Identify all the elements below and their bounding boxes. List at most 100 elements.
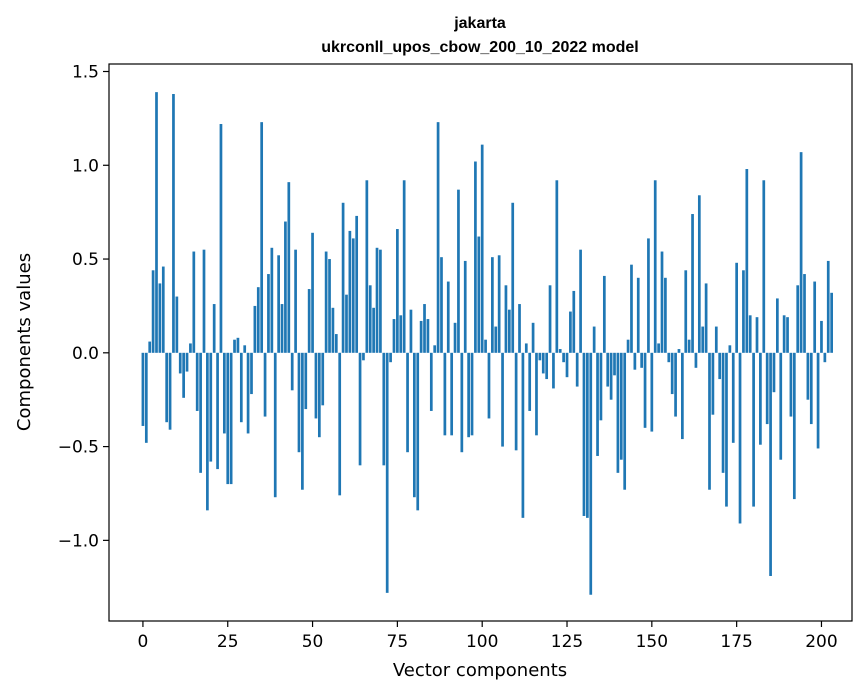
bar-26 — [229, 352, 233, 485]
x-axis-ticks: 0 25 50 75 100 125 150 175 200 — [138, 621, 838, 652]
bar-72 — [385, 352, 389, 593]
bar-79 — [409, 309, 413, 353]
bar-49 — [307, 289, 311, 353]
x-tick-label: 50 — [302, 632, 324, 652]
bar-69 — [375, 247, 379, 353]
bar-133 — [592, 326, 596, 353]
bar-93 — [457, 189, 460, 353]
bar-156 — [670, 352, 674, 395]
bar-73 — [389, 352, 392, 363]
bar-91 — [450, 352, 454, 436]
bar-4 — [155, 92, 158, 353]
bar-151 — [653, 180, 657, 353]
bar-139 — [613, 352, 616, 376]
bar-183 — [762, 180, 766, 353]
bar-61 — [348, 230, 352, 353]
bar-169 — [714, 326, 718, 353]
bar-24 — [222, 352, 226, 434]
bar-130 — [582, 352, 586, 516]
bar-114 — [528, 352, 532, 411]
bar-143 — [626, 339, 630, 353]
bar-60 — [345, 294, 348, 353]
bar-40 — [277, 255, 280, 353]
chart-subtitle: ukrconll_upos_cbow_200_10_2022 model — [321, 39, 638, 56]
bar-66 — [365, 180, 369, 353]
bar-115 — [531, 322, 535, 353]
bar-111 — [518, 304, 521, 353]
bar-39 — [273, 352, 277, 498]
bar-0 — [141, 352, 145, 426]
bar-154 — [664, 277, 667, 353]
bar-153 — [660, 251, 664, 353]
bar-45 — [294, 249, 297, 353]
bar-119 — [545, 352, 549, 380]
bar-5 — [158, 283, 162, 353]
bar-201 — [823, 352, 827, 363]
bar-59 — [341, 202, 345, 353]
bar-11 — [178, 352, 182, 374]
x-tick-label: 100 — [466, 632, 498, 652]
bar-7 — [165, 352, 169, 423]
bar-92 — [453, 322, 457, 353]
bar-123 — [558, 349, 562, 353]
bar-34 — [256, 287, 260, 353]
bar-150 — [650, 352, 654, 432]
x-tick-label: 175 — [720, 632, 752, 652]
bar-29 — [239, 352, 243, 423]
bar-101 — [484, 339, 487, 353]
x-axis-label: Vector components — [393, 660, 567, 681]
bar-33 — [253, 305, 257, 353]
bar-86 — [433, 345, 437, 353]
bar-157 — [674, 352, 677, 417]
bar-36 — [263, 352, 267, 417]
bar-18 — [202, 249, 206, 353]
bar-197 — [809, 352, 813, 425]
bar-187 — [776, 298, 779, 353]
bar-41 — [280, 304, 284, 353]
bar-50 — [311, 232, 314, 353]
bar-6 — [161, 266, 165, 353]
bar-9 — [172, 94, 175, 353]
bar-112 — [521, 352, 525, 518]
bar-97 — [470, 352, 474, 436]
plot-area-frame — [108, 63, 853, 622]
chart-title: jakarta — [453, 15, 506, 32]
bar-195 — [803, 274, 806, 353]
bar-25 — [226, 352, 230, 485]
bar-48 — [304, 352, 308, 410]
bar-149 — [647, 238, 650, 353]
bar-128 — [575, 352, 579, 387]
bar-181 — [755, 317, 759, 353]
x-tick-label: 0 — [138, 632, 149, 652]
bar-141 — [619, 352, 623, 460]
bar-202 — [826, 260, 830, 353]
x-tick-label: 200 — [805, 632, 837, 652]
x-tick-label: 25 — [217, 632, 239, 652]
bar-15 — [192, 251, 196, 353]
bar-194 — [799, 152, 803, 353]
bar-87 — [436, 122, 440, 353]
bar-17 — [199, 352, 202, 473]
bar-190 — [786, 317, 789, 353]
bar-54 — [324, 251, 328, 353]
bar-108 — [507, 309, 511, 353]
bar-13 — [185, 352, 189, 372]
bars-group — [141, 92, 833, 595]
bar-132 — [589, 352, 593, 595]
y-tick-label: −0.5 — [58, 438, 99, 458]
bar-43 — [287, 182, 291, 353]
x-tick-label: 150 — [636, 632, 668, 652]
bar-106 — [501, 352, 504, 447]
bar-109 — [511, 202, 515, 353]
y-tick-label: −1.0 — [58, 531, 99, 551]
bar-89 — [443, 352, 447, 436]
bar-159 — [681, 352, 684, 440]
bar-22 — [216, 352, 219, 470]
bar-94 — [460, 352, 464, 453]
bar-188 — [779, 352, 783, 460]
bar-120 — [548, 285, 552, 353]
bar-203 — [830, 292, 833, 353]
bar-83 — [423, 304, 426, 353]
bar-44 — [290, 352, 294, 391]
y-axis-label: Components values — [14, 253, 35, 431]
